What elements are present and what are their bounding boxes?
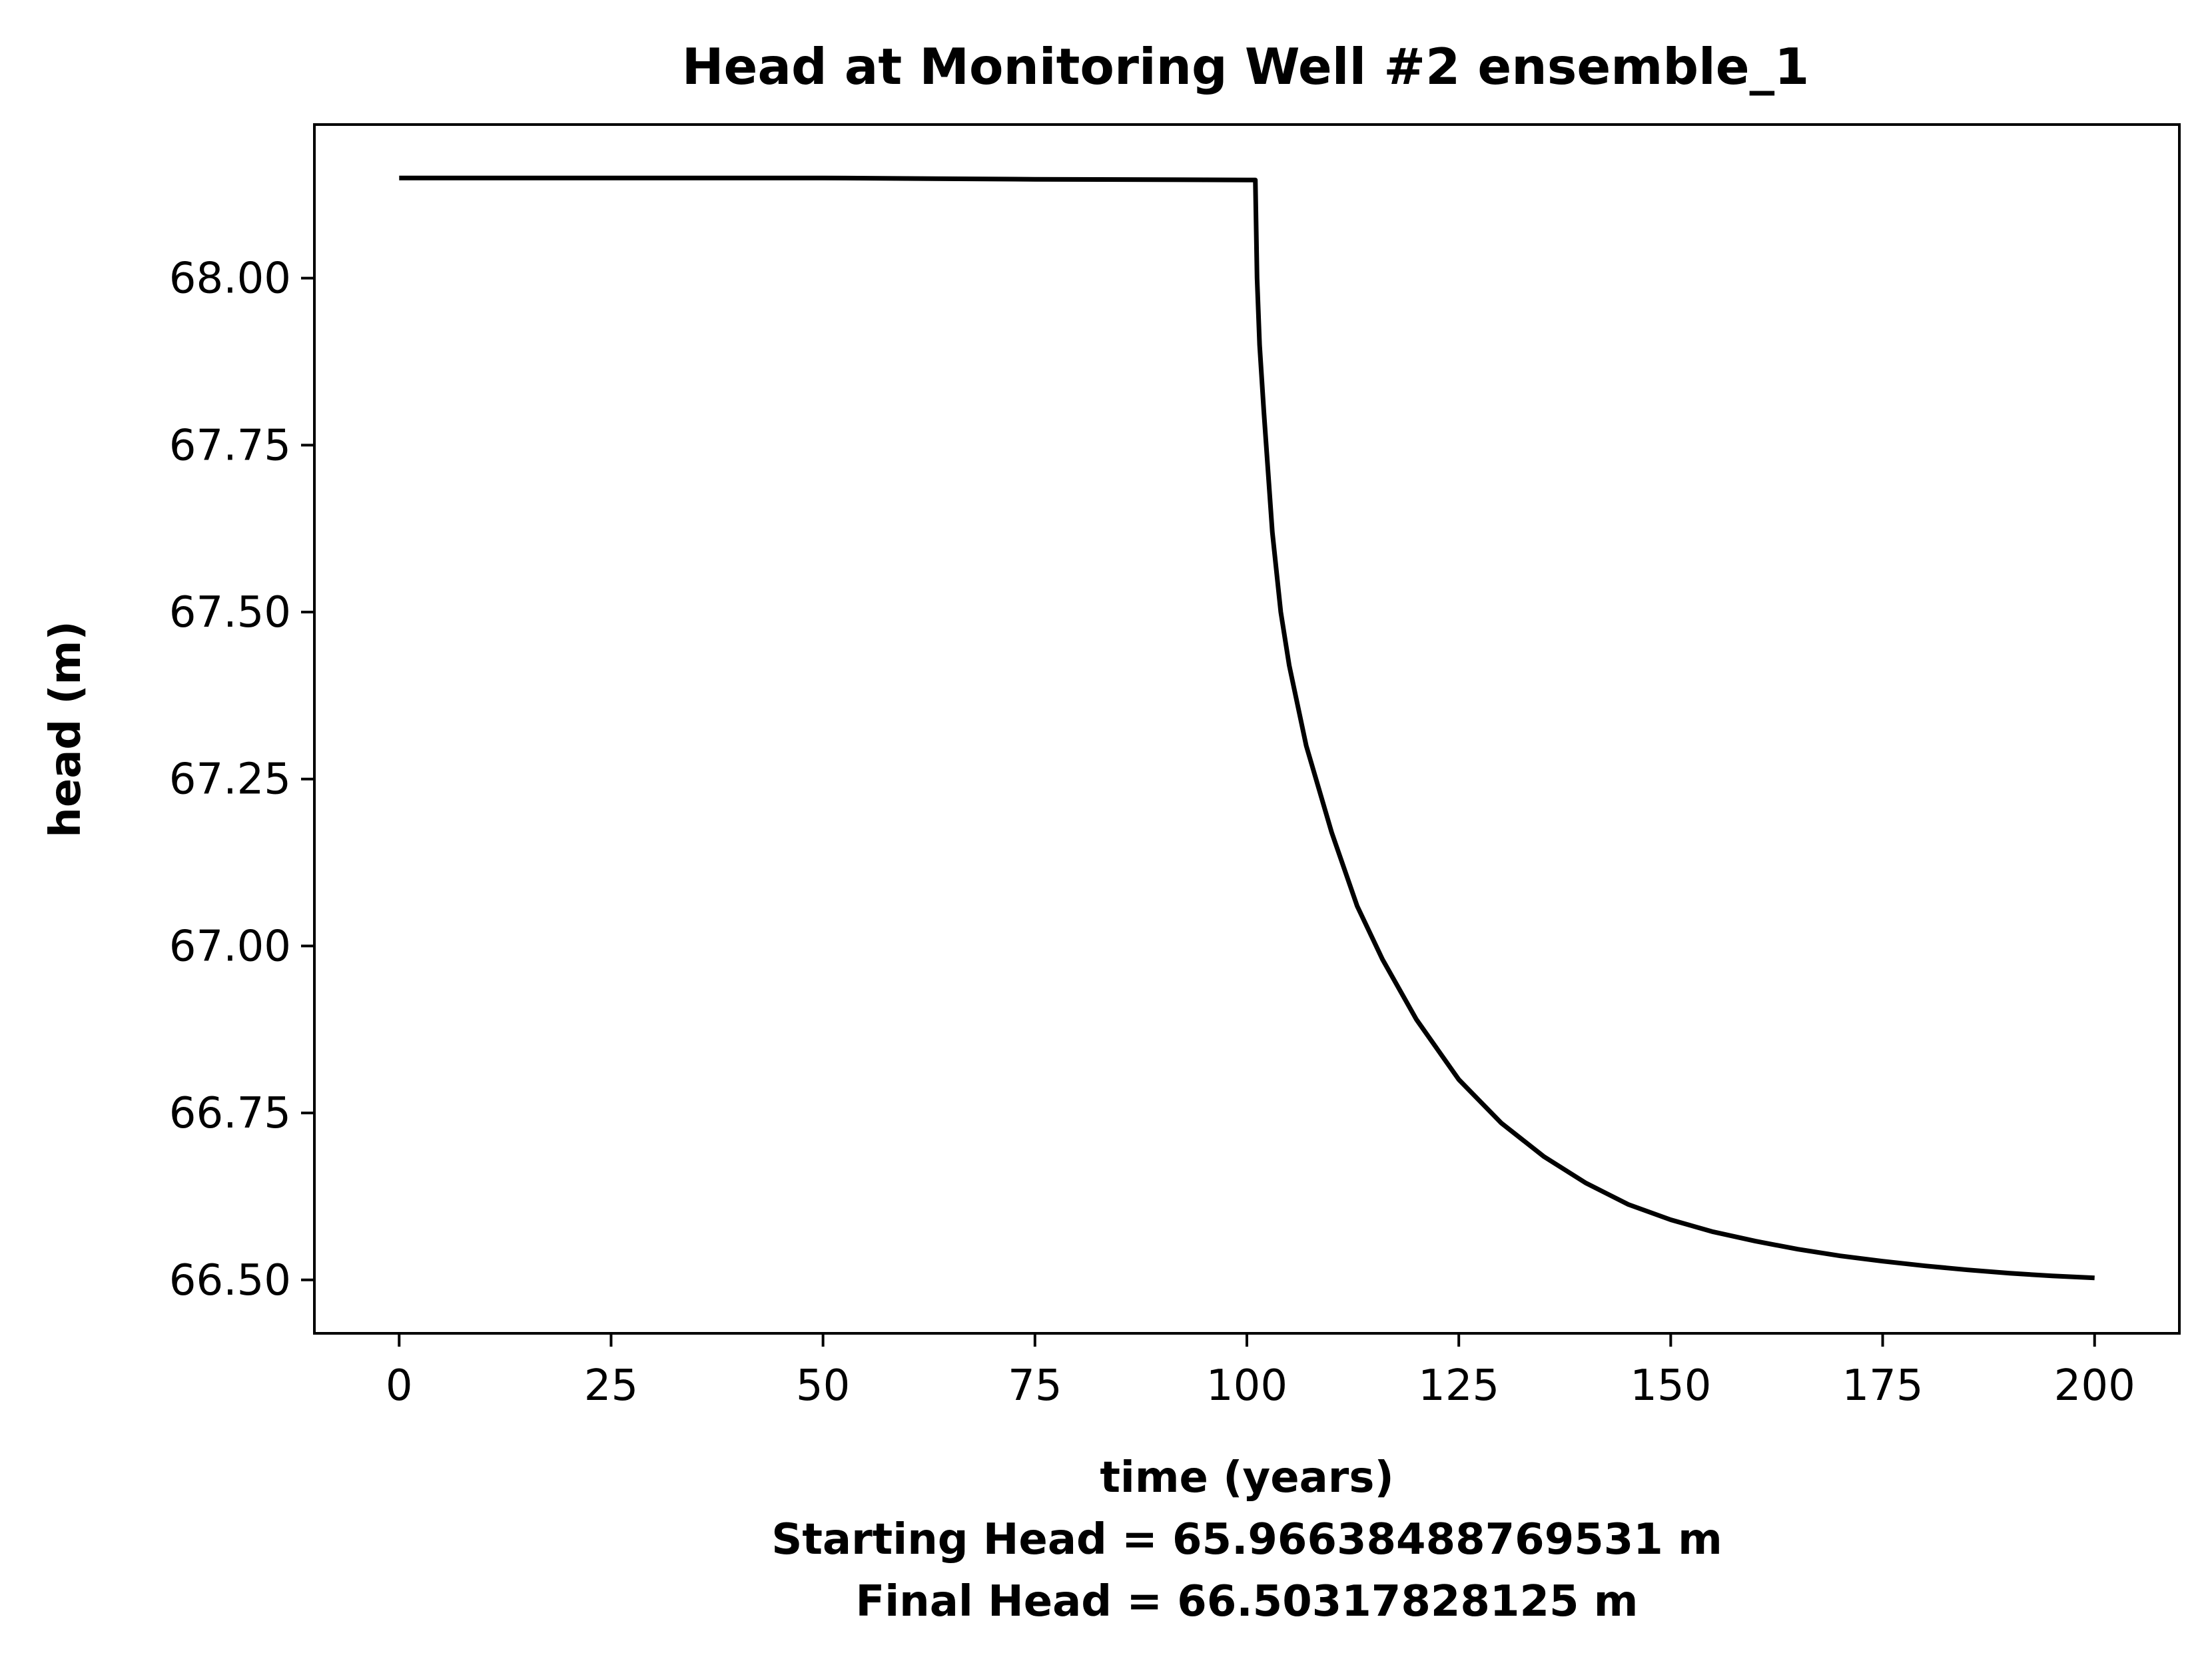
y-axis-ticks: 66.50 66.75 67.00 67.25 67.50 67.75 68.00 [169, 254, 314, 1305]
head-series-line [399, 175, 2095, 1281]
y-tick-label: 66.75 [169, 1089, 291, 1138]
x-tick-label: 25 [584, 1361, 638, 1411]
y-tick-label: 68.00 [169, 254, 291, 304]
x-tick-label: 50 [796, 1361, 850, 1411]
y-tick-label: 67.25 [169, 755, 291, 805]
y-tick-label: 67.75 [169, 421, 291, 470]
x-axis-label: time (years) [1100, 1453, 1393, 1502]
y-axis-label: head (m) [41, 621, 91, 837]
x-tick-label: 150 [1630, 1361, 1711, 1411]
x-tick-label: 200 [2054, 1361, 2135, 1411]
x-tick-label: 125 [1418, 1361, 1499, 1411]
y-tick-label: 66.50 [169, 1256, 291, 1305]
final-head-note: Final Head = 66.50317828125 m [856, 1577, 1639, 1626]
starting-head-note: Starting Head = 65.96638488769531 m [771, 1515, 1722, 1564]
x-axis-ticks: 0 25 50 75 100 125 150 175 200 [386, 1333, 2135, 1411]
x-tick-label: 100 [1206, 1361, 1288, 1411]
y-tick-label: 67.00 [169, 922, 291, 971]
x-tick-label: 0 [386, 1361, 413, 1411]
chart-title: Head at Monitoring Well #2 ensemble_1 [682, 37, 1810, 96]
y-tick-label: 67.50 [169, 588, 291, 637]
x-tick-label: 175 [1842, 1361, 1923, 1411]
plot-area-frame [313, 123, 2181, 1335]
x-tick-label: 75 [1008, 1361, 1062, 1411]
